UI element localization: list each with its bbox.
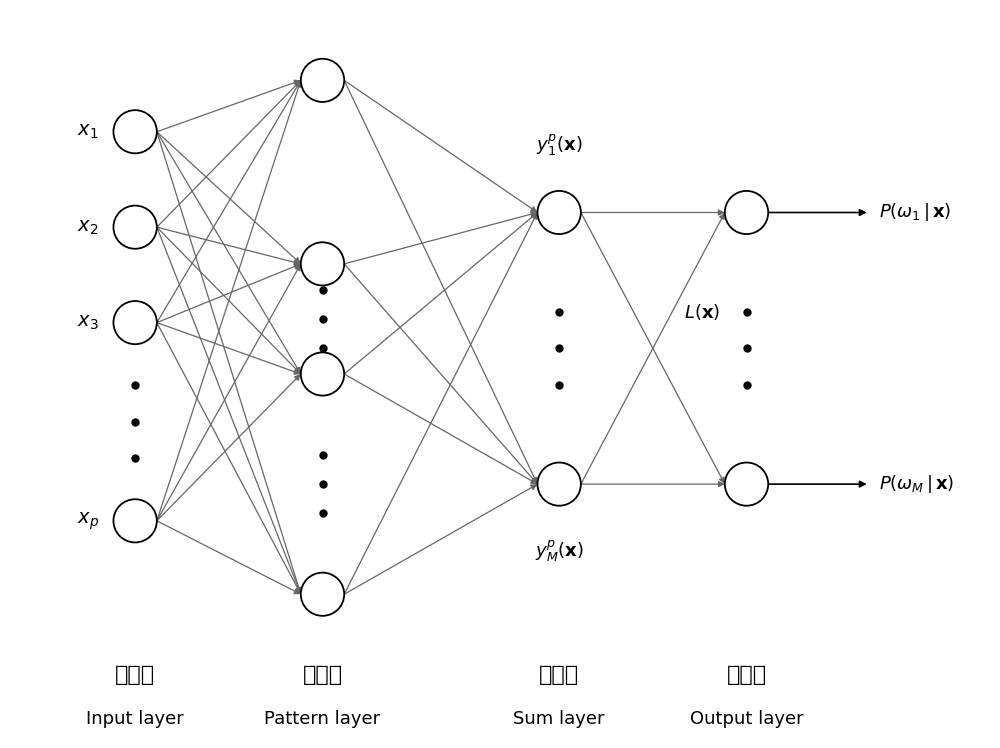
Text: 累加层: 累加层	[539, 665, 579, 685]
Ellipse shape	[113, 499, 157, 542]
Ellipse shape	[113, 301, 157, 344]
Ellipse shape	[113, 206, 157, 249]
Ellipse shape	[301, 573, 344, 616]
Text: $P(\omega_M\,|\,\mathbf{x})$: $P(\omega_M\,|\,\mathbf{x})$	[879, 473, 954, 495]
Text: Pattern layer: Pattern layer	[264, 710, 381, 728]
Text: 输出层: 输出层	[726, 665, 767, 685]
Text: 输入层: 输入层	[115, 665, 155, 685]
Ellipse shape	[301, 59, 344, 102]
Ellipse shape	[301, 352, 344, 396]
Text: $y_M^p(\mathbf{x})$: $y_M^p(\mathbf{x})$	[535, 539, 583, 564]
Text: $x_3$: $x_3$	[77, 313, 99, 332]
Text: $x_p$: $x_p$	[77, 510, 99, 532]
Ellipse shape	[113, 110, 157, 153]
Text: Output layer: Output layer	[690, 710, 803, 728]
Text: $P(\omega_1\,|\,\mathbf{x})$: $P(\omega_1\,|\,\mathbf{x})$	[879, 201, 951, 224]
Text: $x_2$: $x_2$	[77, 218, 99, 236]
Ellipse shape	[537, 191, 581, 234]
Text: $L(\mathbf{x})$: $L(\mathbf{x})$	[684, 301, 720, 322]
Text: $y_1^p(\mathbf{x})$: $y_1^p(\mathbf{x})$	[536, 132, 582, 158]
Ellipse shape	[537, 462, 581, 506]
Ellipse shape	[725, 191, 768, 234]
Text: Input layer: Input layer	[86, 710, 184, 728]
Text: $x_1$: $x_1$	[77, 122, 99, 141]
Text: Sum layer: Sum layer	[513, 710, 605, 728]
Ellipse shape	[301, 242, 344, 286]
Text: 模式层: 模式层	[302, 665, 343, 685]
Ellipse shape	[725, 462, 768, 506]
